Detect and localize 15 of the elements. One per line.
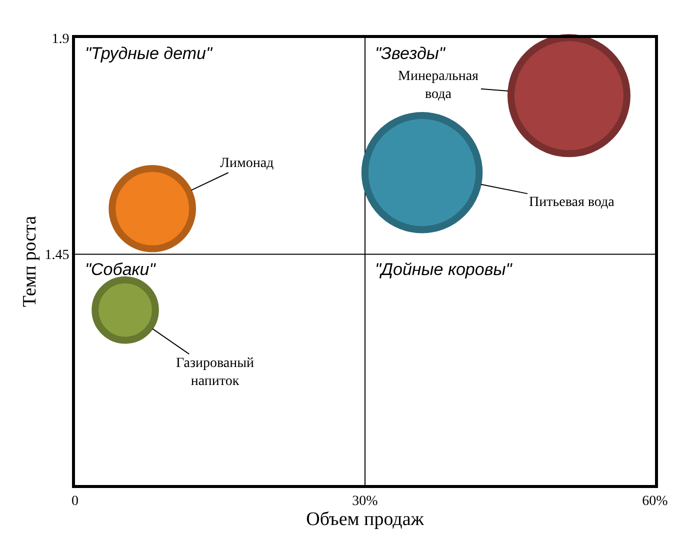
annotation: "Дойные коровы" bbox=[375, 260, 513, 279]
annotation: Минеральная вода bbox=[398, 69, 480, 102]
x-tick-label: 60% bbox=[642, 494, 668, 509]
annotation: "Собаки" bbox=[85, 260, 156, 279]
y-axis-title: Темп роста bbox=[20, 215, 41, 308]
x-tick-label: 30% bbox=[352, 494, 378, 509]
y-tick-label: 1.9 bbox=[52, 32, 70, 47]
annotation: "Звезды" bbox=[375, 44, 446, 63]
y-tick-label: 1.45 bbox=[44, 248, 70, 264]
x-tick-label: 0 bbox=[72, 494, 78, 509]
annotation: Питьевая вода bbox=[529, 195, 616, 210]
annotation: Газированый напиток bbox=[176, 356, 255, 390]
x-axis-title: Объем продаж bbox=[306, 508, 425, 530]
annotation: Лимонад bbox=[220, 156, 274, 171]
annotation: "Трудные дети" bbox=[85, 44, 213, 63]
